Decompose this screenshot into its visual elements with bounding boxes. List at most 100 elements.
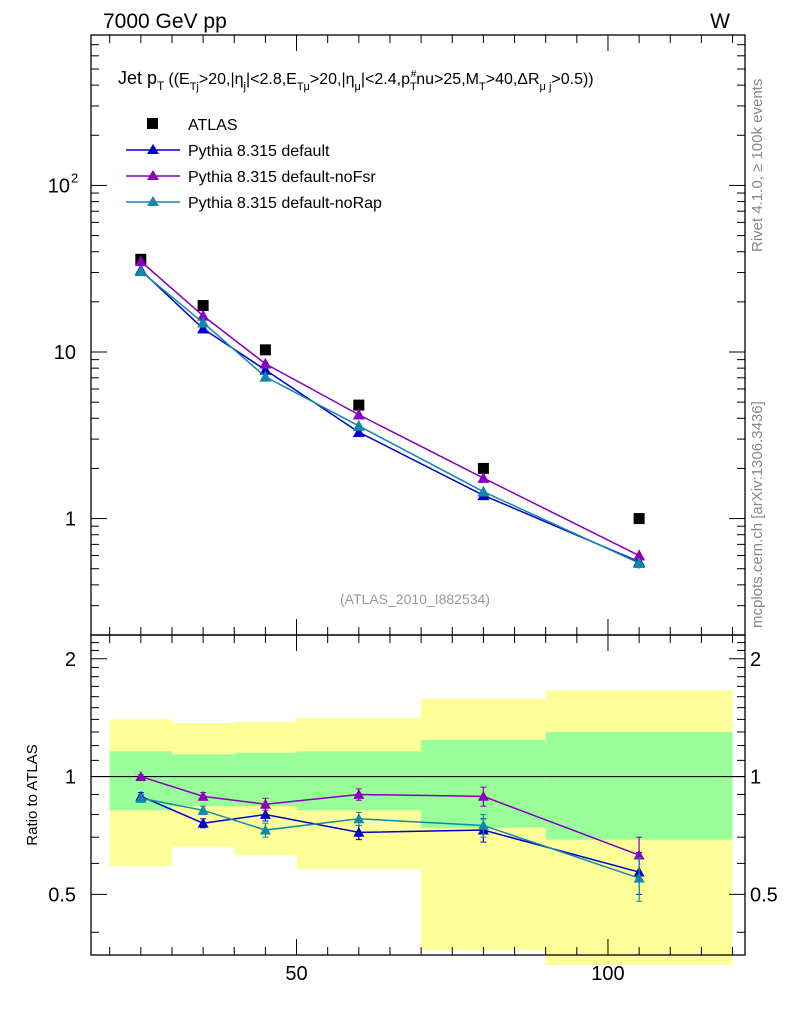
ratio-point-pythia-8-315-default xyxy=(197,817,209,828)
title-part-3: >20,|η xyxy=(310,71,355,88)
legend-marker-default xyxy=(147,144,159,154)
title-open: ((E xyxy=(168,71,189,88)
ratio-y-tick-label-left: 2 xyxy=(65,649,76,671)
data-point-pythia-8-315-default-norap xyxy=(259,370,272,382)
x-tick-label: 50 xyxy=(285,963,307,985)
series-pythia-8-315-default xyxy=(134,264,646,568)
title-part-6: >40,ΔR xyxy=(486,71,540,88)
data-point-atlas xyxy=(477,462,489,474)
ratio-point-pythia-8-315-default xyxy=(353,826,365,837)
ratio-uncertainty-bands xyxy=(91,690,745,966)
title-main-sub: T xyxy=(157,79,165,93)
inner-uncertainty-band xyxy=(296,751,422,811)
ratio-point-pythia-8-315-default-norap xyxy=(477,819,489,830)
ratio-y-tick-label-right: 2 xyxy=(750,649,761,671)
data-point-pythia-8-315-default-norap xyxy=(134,265,147,277)
inner-uncertainty-band xyxy=(234,752,297,807)
series-pythia-8-315-default-norap xyxy=(134,265,646,569)
title-sup-5: # xyxy=(411,69,417,80)
ratio-point-pythia-8-315-default-nofsr xyxy=(197,790,209,801)
ratio-point-pythia-8-315-default-nofsr xyxy=(259,798,271,809)
main-plot-marks xyxy=(134,253,646,569)
main-y-tick-label: 10 xyxy=(48,175,70,197)
ratio-point-pythia-8-315-default-nofsr xyxy=(477,790,489,801)
chart-title: Jet pT ((ETj>20,|ηj|<2.8,ETμ>20,|ημ|<2.4,… xyxy=(118,68,594,93)
series-pythia-8-315-default-nofsr xyxy=(134,255,646,562)
title-sub-4: μ xyxy=(355,81,361,93)
inner-uncertainty-band xyxy=(545,731,733,840)
data-point-atlas xyxy=(197,300,209,312)
title-sub-5: T xyxy=(410,81,417,93)
ratio-line-pythia-8-315-default xyxy=(140,795,640,873)
data-point-pythia-8-315-default-norap xyxy=(197,316,210,328)
data-point-pythia-8-315-default-nofsr xyxy=(633,549,646,561)
data-point-pythia-8-315-default xyxy=(352,426,365,438)
legend-marker-norap xyxy=(147,196,159,206)
title-main: Jet p xyxy=(118,68,157,88)
ratio-line-pythia-8-315-default-norap xyxy=(140,797,640,879)
data-point-pythia-8-315-default-norap xyxy=(477,485,490,497)
ratio-point-pythia-8-315-default-norap xyxy=(353,813,365,824)
rivet-version-label: Rivet 4.1.0, ≥ 100k events xyxy=(749,79,766,252)
ratio-point-pythia-8-315-default-nofsr xyxy=(353,788,365,799)
legend-label-atlas: ATLAS xyxy=(188,117,238,134)
ratio-axis-ticks: 0.5 0.5 1 1 2 2 50 100 xyxy=(48,635,778,985)
mcplots-reference-label: mcplots.cern.ch [arXiv:1306.3436] xyxy=(749,401,766,628)
ratio-panel: 0.5 0.5 1 1 2 2 50 100 Ratio to ATLAS xyxy=(24,634,778,985)
data-point-pythia-8-315-default-nofsr xyxy=(352,408,365,420)
legend: ATLAS Pythia 8.315 default Pythia 8.315 … xyxy=(126,117,382,212)
title-sub-6: T xyxy=(479,81,486,93)
analysis-id-label: (ATLAS_2010_I882534) xyxy=(340,591,490,607)
ratio-y-tick-label-left: 0.5 xyxy=(48,884,76,906)
ratio-point-pythia-8-315-default xyxy=(259,808,271,819)
title-part-4: |<2.4,p xyxy=(361,71,410,88)
ratio-point-pythia-8-315-default-norap xyxy=(197,804,209,815)
ratio-point-pythia-8-315-default-norap xyxy=(633,872,645,883)
data-point-pythia-8-315-default-norap xyxy=(633,557,646,568)
ratio-y-tick-label-left: 1 xyxy=(65,767,76,789)
data-point-pythia-8-315-default-norap xyxy=(352,419,365,431)
data-point-pythia-8-315-default-nofsr xyxy=(477,472,490,483)
legend-label-default: Pythia 8.315 default xyxy=(188,143,330,160)
ratio-y-tick-label-right: 0.5 xyxy=(750,884,778,906)
series-atlas xyxy=(135,253,645,525)
data-point-pythia-8-315-default-nofsr xyxy=(197,309,210,321)
inner-uncertainty-band xyxy=(421,740,546,828)
title-part-7: >0.5)) xyxy=(551,71,593,88)
ratio-point-pythia-8-315-default-nofsr xyxy=(135,771,147,781)
main-y-tick-label: 10 xyxy=(54,342,76,364)
ratio-plot-frame xyxy=(90,634,746,956)
ratio-y-tick-label-right: 1 xyxy=(750,767,761,789)
ratio-y-axis-label: Ratio to ATLAS xyxy=(24,744,41,845)
data-point-pythia-8-315-default xyxy=(259,363,272,375)
process-label: W xyxy=(710,10,730,33)
data-point-atlas xyxy=(633,513,645,525)
series-line-pythia-8-315-default-norap xyxy=(140,270,640,564)
energy-label: 7000 GeV pp xyxy=(103,10,227,33)
ratio-line-pythia-8-315-default-nofsr xyxy=(140,775,640,856)
series-line-pythia-8-315-default-nofsr xyxy=(140,260,640,557)
ratio-point-pythia-8-315-default-norap xyxy=(259,824,271,835)
title-part-5: nu>25,M xyxy=(416,71,479,88)
data-point-pythia-8-315-default xyxy=(197,322,210,334)
data-point-atlas xyxy=(353,399,365,411)
ratio-plot-marks xyxy=(135,771,645,902)
title-sub-3: Tμ xyxy=(297,81,310,93)
legend-marker-nofsr xyxy=(147,170,159,180)
ratio-series-pythia-8-315-default-norap xyxy=(135,792,645,902)
title-sub-7: μ j xyxy=(540,81,552,93)
data-point-pythia-8-315-default-nofsr xyxy=(134,255,147,267)
title-part-1: >20,|η xyxy=(199,71,244,88)
main-y-tick-exponent: 2 xyxy=(71,170,78,185)
legend-marker-atlas xyxy=(147,118,158,129)
main-y-tick-label: 1 xyxy=(65,509,76,531)
data-point-atlas xyxy=(259,344,271,356)
legend-label-nofsr: Pythia 8.315 default-noFsr xyxy=(188,169,376,186)
ratio-series-pythia-8-315-default-nofsr xyxy=(135,771,645,876)
ratio-point-pythia-8-315-default-norap xyxy=(135,792,147,803)
data-point-pythia-8-315-default-nofsr xyxy=(259,357,272,369)
legend-label-norap: Pythia 8.315 default-noRap xyxy=(188,195,382,212)
